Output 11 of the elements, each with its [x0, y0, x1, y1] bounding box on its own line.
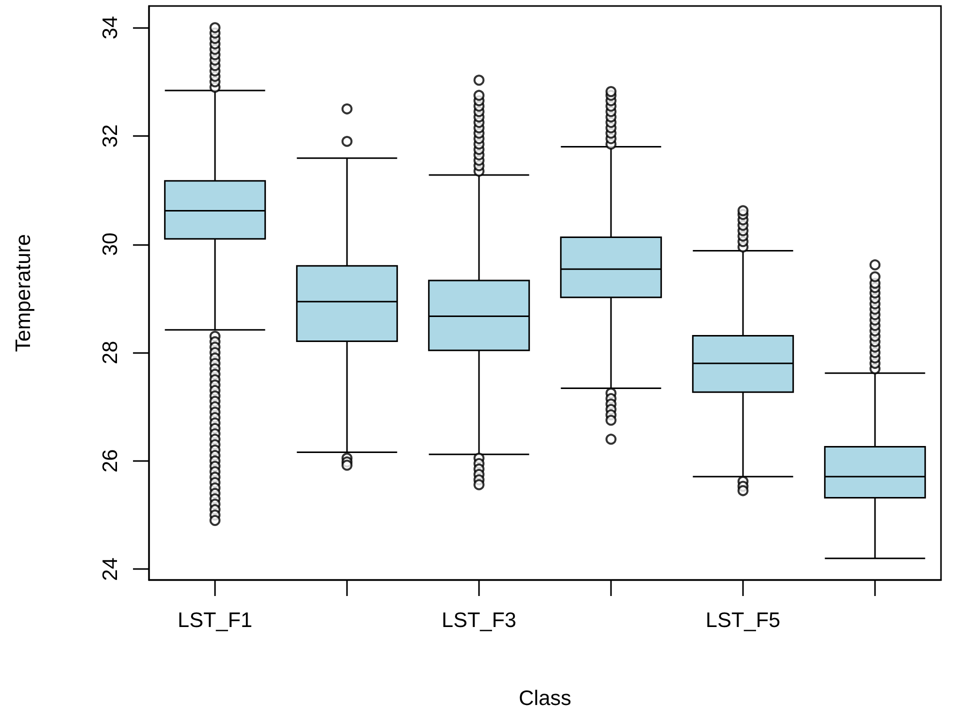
y-tick-label: 32 [99, 124, 122, 148]
x-tick-label: LST_F1 [178, 609, 252, 632]
x-tick-label: LST_F5 [706, 609, 780, 632]
y-axis-title: Temperature [12, 234, 35, 352]
y-tick-label: 24 [99, 557, 122, 581]
x-tick-label: LST_F3 [442, 609, 516, 632]
y-tick-label: 26 [99, 449, 122, 473]
y-tick-label: 30 [99, 232, 122, 256]
y-tick-label: 28 [99, 340, 122, 364]
y-tick-label: 34 [99, 16, 122, 40]
x-axis-title: Class [518, 687, 572, 710]
